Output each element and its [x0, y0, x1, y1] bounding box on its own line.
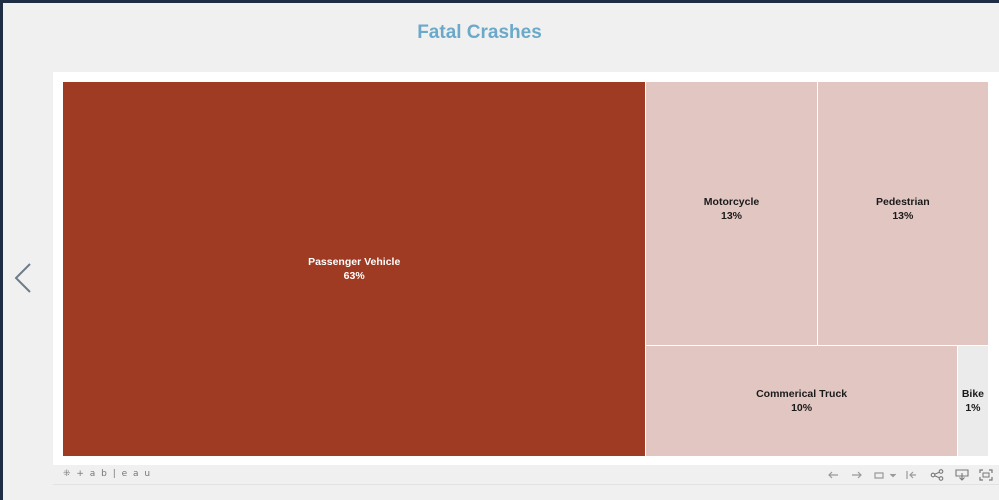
tile-percent-label: 1% [965, 401, 981, 414]
treemap-tile-label: Pedestrian 13% [876, 195, 930, 223]
treemap-tile-motorcycle[interactable]: Motorcycle 13% [646, 82, 818, 346]
previous-slide-button[interactable] [8, 258, 38, 298]
pause-icon[interactable] [904, 469, 918, 481]
treemap-tile-commerical-truck[interactable]: Commerical Truck 10% [646, 345, 958, 457]
treemap-chart: Passenger Vehicle 63% Motorcycle 13% Pedestr… [63, 82, 989, 457]
treemap-tile-passenger-vehicle[interactable]: Passenger Vehicle 63% [63, 82, 647, 457]
tile-category-label: Motorcycle [703, 196, 760, 209]
treemap-tile-label: Bike 1% [962, 387, 984, 415]
tableau-logo[interactable]: ⁜ + a b | e a u [63, 469, 152, 479]
tile-percent-label: 13% [892, 210, 914, 223]
viz-panel: Passenger Vehicle 63% Motorcycle 13% Pedestr… [53, 72, 999, 465]
tile-category-label: Pedestrian [875, 196, 930, 209]
tableau-toolbar: ⁜ + a b | e a u [53, 466, 999, 485]
tile-category-label: Bike [961, 387, 984, 400]
treemap-tile-bike[interactable]: Bike 1% [957, 345, 989, 457]
download-icon[interactable] [955, 469, 969, 481]
treemap-tile-label: Commerical Truck 10% [756, 387, 847, 415]
chevron-left-icon [14, 263, 31, 293]
treemap-tile-label: Motorcycle 13% [704, 195, 759, 223]
tile-percent-label: 13% [721, 210, 743, 223]
tile-percent-label: 10% [791, 401, 813, 414]
undo-icon[interactable] [826, 469, 840, 481]
tile-category-label: Passenger Vehicle [308, 256, 401, 268]
window-border-left [0, 0, 3, 500]
fullscreen-icon[interactable] [979, 469, 993, 481]
treemap-tile-label: Passenger Vehicle 63% [308, 255, 400, 283]
window-border-top [0, 0, 999, 3]
dashboard-title: Fatal Crashes [417, 22, 542, 43]
tile-percent-label: 63% [343, 270, 365, 282]
tile-category-label: Commerical Truck [756, 387, 848, 400]
treemap-tile-pedestrian[interactable]: Pedestrian 13% [817, 82, 989, 346]
redo-icon[interactable] [850, 469, 864, 481]
revert-icon[interactable] [873, 469, 897, 481]
share-icon[interactable] [930, 469, 944, 481]
